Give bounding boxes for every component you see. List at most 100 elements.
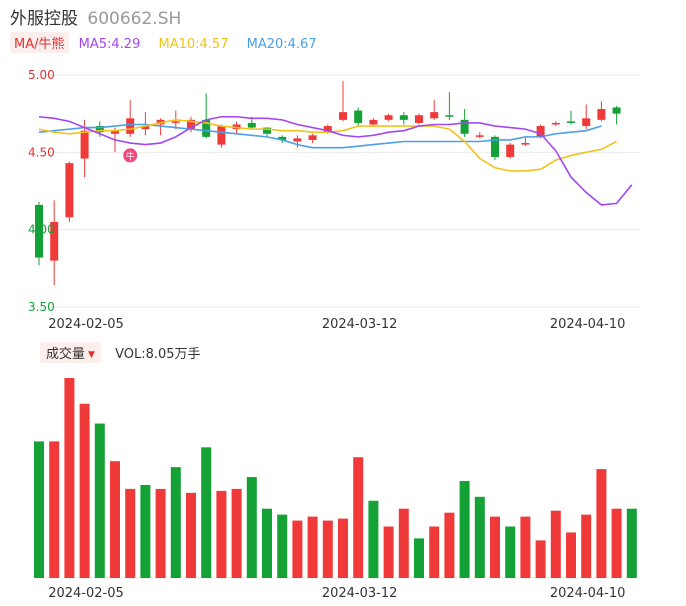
candle-body (126, 118, 135, 134)
candle-body (308, 135, 317, 140)
candle-body (582, 118, 591, 127)
stock-name: 外服控股 (10, 9, 78, 29)
candle-body (536, 126, 545, 137)
candle-body (171, 121, 180, 123)
ma10-value: MA10:4.57 (158, 37, 229, 52)
volume-bar (79, 403, 90, 578)
volume-bar (414, 538, 424, 578)
volume-bar (277, 514, 288, 578)
volume-bar (566, 532, 576, 578)
volume-bar (459, 480, 470, 578)
dropdown-arrow-icon: ▼ (88, 349, 95, 360)
volume-bar (550, 510, 561, 578)
y-tick-label: 3.50 (28, 300, 55, 314)
bull-marker-icon (123, 148, 138, 163)
candle-body (339, 112, 347, 120)
stock-title: 外服控股 600662.SH (10, 4, 181, 29)
volume-bar (170, 467, 181, 578)
candle-body (460, 119, 469, 134)
volume-x-tick-label: 2024-02-05 (48, 586, 124, 601)
candle-body (95, 126, 104, 133)
volume-bar (338, 518, 348, 578)
candle-body (247, 122, 256, 128)
y-tick-label: 4.00 (28, 223, 55, 237)
ma10-line (38, 119, 617, 172)
candle-body (141, 126, 150, 130)
candle-body (263, 127, 271, 134)
ma20-value: MA20:4.67 (246, 37, 317, 52)
x-tick-label: 2024-03-12 (322, 317, 398, 332)
volume-bar (94, 423, 105, 578)
x-tick-label: 2024-02-05 (48, 317, 124, 332)
ma-bull-bear-toggle[interactable]: MA/牛熊 (10, 32, 69, 53)
stock-code: 600662.SH (87, 9, 182, 29)
volume-bar (383, 526, 394, 578)
volume-bar (34, 441, 44, 578)
candle-body (567, 121, 575, 123)
volume-bar (110, 461, 120, 578)
volume-legend: 成交量 ▼ VOL:8.05万手 (40, 342, 201, 363)
volume-bar (246, 477, 257, 578)
volume-bar (292, 520, 303, 578)
candle-body (551, 122, 560, 125)
y-tick-label: 5.00 (28, 68, 55, 82)
ma20-line (38, 123, 602, 149)
candle-body (445, 115, 454, 117)
volume-bar (368, 500, 379, 578)
volume-bar (262, 508, 272, 578)
volume-bar (216, 490, 227, 578)
candle-body (187, 119, 195, 130)
volume-bar (186, 492, 196, 578)
volume-bar (444, 512, 455, 578)
candle-body (111, 130, 119, 134)
volume-value: VOL:8.05万手 (115, 347, 201, 362)
volume-bar (520, 516, 531, 578)
candle-body (202, 119, 211, 137)
candle-body (35, 204, 43, 258)
volume-bar (505, 526, 516, 578)
volume-bar (353, 457, 364, 578)
candle-body (278, 136, 287, 140)
candle-body (597, 109, 606, 120)
volume-bar (201, 447, 212, 578)
volume-bar (140, 484, 151, 578)
volume-bar (474, 496, 485, 578)
candle-body (293, 138, 302, 142)
candle-body (506, 144, 515, 157)
candle-body (415, 115, 423, 123)
candle-body (50, 221, 59, 261)
candle-body (80, 130, 89, 159)
volume-bar (155, 488, 166, 578)
candle-body (521, 143, 530, 145)
ma5-line (38, 115, 633, 206)
volume-bar (322, 520, 333, 578)
volume-bar (611, 508, 622, 578)
candle-body (475, 135, 484, 137)
candle-body (323, 126, 332, 133)
candle-body (612, 107, 621, 114)
bull-marker-label: 牛 (126, 150, 135, 162)
volume-bar (581, 514, 592, 578)
candle-body (399, 115, 408, 120)
y-tick-label: 4.50 (28, 145, 55, 159)
volume-bar (125, 488, 136, 578)
volume-bar (49, 441, 60, 578)
volume-bar (596, 469, 607, 578)
volume-x-tick-label: 2024-03-12 (322, 586, 398, 601)
volume-indicator-label: 成交量 (46, 347, 86, 362)
volume-indicator-select[interactable]: 成交量 ▼ (40, 342, 101, 363)
candle-body (354, 110, 363, 123)
volume-x-tick-label: 2024-04-10 (550, 586, 626, 601)
candle-body (491, 136, 499, 157)
volume-bar (429, 526, 440, 578)
candle-body (384, 115, 393, 120)
volume-bar (231, 488, 242, 578)
ma5-value: MA5:4.29 (78, 37, 141, 52)
volume-bar (307, 516, 318, 578)
candle-body (369, 119, 378, 125)
volume-bar (64, 378, 75, 578)
volume-bar (626, 508, 637, 578)
candle-body (430, 112, 439, 119)
volume-bar (490, 516, 500, 578)
